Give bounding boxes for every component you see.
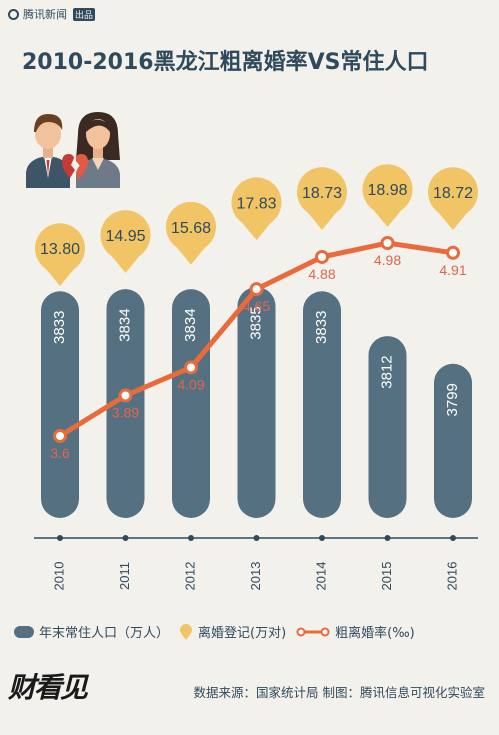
man-icon bbox=[26, 114, 70, 188]
footer: 财看见 数据来源：国家统计局 制图：腾讯信息可视化实验室 bbox=[0, 671, 499, 712]
legend-label-population: 年末常住人口（万人） bbox=[39, 626, 170, 641]
rate-label: 4.91 bbox=[439, 262, 466, 278]
rate-label: 4.98 bbox=[374, 252, 401, 268]
rate-label: 4.88 bbox=[308, 266, 335, 282]
registration-bubble bbox=[428, 167, 478, 230]
registration-label: 18.72 bbox=[433, 185, 473, 202]
population-bar bbox=[303, 291, 341, 518]
rate-label: 3.6 bbox=[50, 445, 70, 461]
rate-point bbox=[184, 360, 198, 375]
legend-item-population: 年末常住人口（万人） bbox=[14, 622, 169, 641]
x-tick-label: 2015 bbox=[379, 562, 394, 591]
registration-label: 13.80 bbox=[40, 241, 80, 258]
x-axis-tick bbox=[122, 535, 129, 541]
x-axis: 2010 2011 2012 2013 2014 2015 2016 bbox=[34, 535, 478, 590]
bubbles-layer: 13.80 14.95 15.68 17.83 18.73 18.98 18.72 bbox=[35, 164, 478, 286]
rate-point bbox=[315, 249, 329, 264]
x-axis-tick bbox=[188, 535, 194, 541]
legend-item-registrations: 离婚登记(万对) bbox=[179, 622, 286, 641]
x-axis-tick bbox=[384, 535, 391, 541]
legend-label-registrations: 离婚登记(万对) bbox=[198, 626, 287, 641]
x-axis-tick bbox=[57, 535, 63, 541]
rate-label: 4.09 bbox=[177, 376, 204, 392]
x-axis-tick bbox=[319, 535, 325, 541]
population-label: 3834 bbox=[182, 308, 199, 341]
population-bar bbox=[368, 336, 407, 518]
population-label: 3835 bbox=[247, 306, 264, 339]
population-label: 3812 bbox=[378, 355, 395, 388]
x-axis-tick bbox=[253, 535, 260, 541]
population-label: 3799 bbox=[444, 383, 461, 416]
legend-bar-swatch-icon bbox=[14, 625, 34, 638]
chart-title: 2010-2016黑龙江粗离婚率VS常住人口 bbox=[22, 50, 429, 75]
x-axis-tick bbox=[450, 535, 456, 541]
rate-label: 4.65 bbox=[243, 298, 270, 314]
x-tick-label: 2013 bbox=[248, 562, 263, 591]
x-tick-label: 2014 bbox=[313, 562, 328, 591]
registration-bubble bbox=[35, 223, 85, 286]
legend-line-swatch-icon bbox=[296, 627, 330, 636]
registration-bubble bbox=[231, 177, 282, 241]
registration-bubble bbox=[362, 164, 413, 227]
population-label: 3834 bbox=[116, 308, 133, 341]
x-tick-label: 2011 bbox=[117, 562, 132, 590]
registration-bubble bbox=[166, 201, 216, 265]
legend: 年末常住人口（万人） 离婚登记(万对) 粗离婚率(‰) bbox=[14, 622, 489, 641]
registration-label: 18.73 bbox=[302, 185, 342, 202]
bars-layer: 3833 3834 3834 3835 3833 3812 3799 bbox=[41, 287, 472, 518]
population-label: 3833 bbox=[313, 311, 330, 344]
brand: 腾讯新闻 出品 bbox=[8, 6, 96, 22]
population-bar bbox=[172, 289, 210, 518]
tencent-news-logo-icon bbox=[8, 8, 19, 20]
data-source: 数据来源：国家统计局 制图：腾讯信息可视化实验室 bbox=[193, 685, 485, 700]
legend-item-rate: 粗离婚率(‰) bbox=[296, 622, 415, 641]
rate-point bbox=[53, 429, 67, 443]
registration-label: 18.98 bbox=[367, 182, 407, 199]
population-label: 3833 bbox=[51, 311, 68, 344]
rate-point bbox=[118, 388, 133, 403]
x-tick-label: 2010 bbox=[51, 562, 66, 591]
x-tick-label: 2016 bbox=[444, 562, 459, 591]
registration-bubble bbox=[100, 210, 151, 273]
rate-point bbox=[249, 282, 264, 297]
rate-label: 3.89 bbox=[112, 404, 139, 420]
population-bar bbox=[434, 363, 472, 518]
broken-heart-icon bbox=[62, 154, 88, 180]
x-tick-label: 2012 bbox=[182, 562, 197, 591]
legend-bubble-swatch-icon bbox=[180, 623, 193, 640]
legend-label-rate: 粗离婚率(‰) bbox=[335, 626, 415, 641]
footer-logo: 财看见 bbox=[8, 671, 88, 704]
registration-label: 14.95 bbox=[105, 228, 145, 245]
registration-label: 17.83 bbox=[236, 195, 276, 212]
population-bar bbox=[41, 291, 79, 518]
population-bar bbox=[237, 287, 276, 518]
brand-badge: 出品 bbox=[73, 7, 96, 21]
population-bar bbox=[106, 289, 145, 518]
registration-bubble bbox=[296, 167, 347, 230]
registration-label: 15.68 bbox=[171, 220, 211, 237]
rate-point bbox=[380, 236, 395, 250]
rate-point bbox=[446, 245, 460, 260]
rate-line-layer: 3.6 3.89 4.09 4.65 4.88 4.98 4.91 bbox=[50, 236, 467, 461]
brand-name: 腾讯新闻 bbox=[23, 8, 67, 21]
couple-illustration-icon bbox=[26, 112, 120, 188]
